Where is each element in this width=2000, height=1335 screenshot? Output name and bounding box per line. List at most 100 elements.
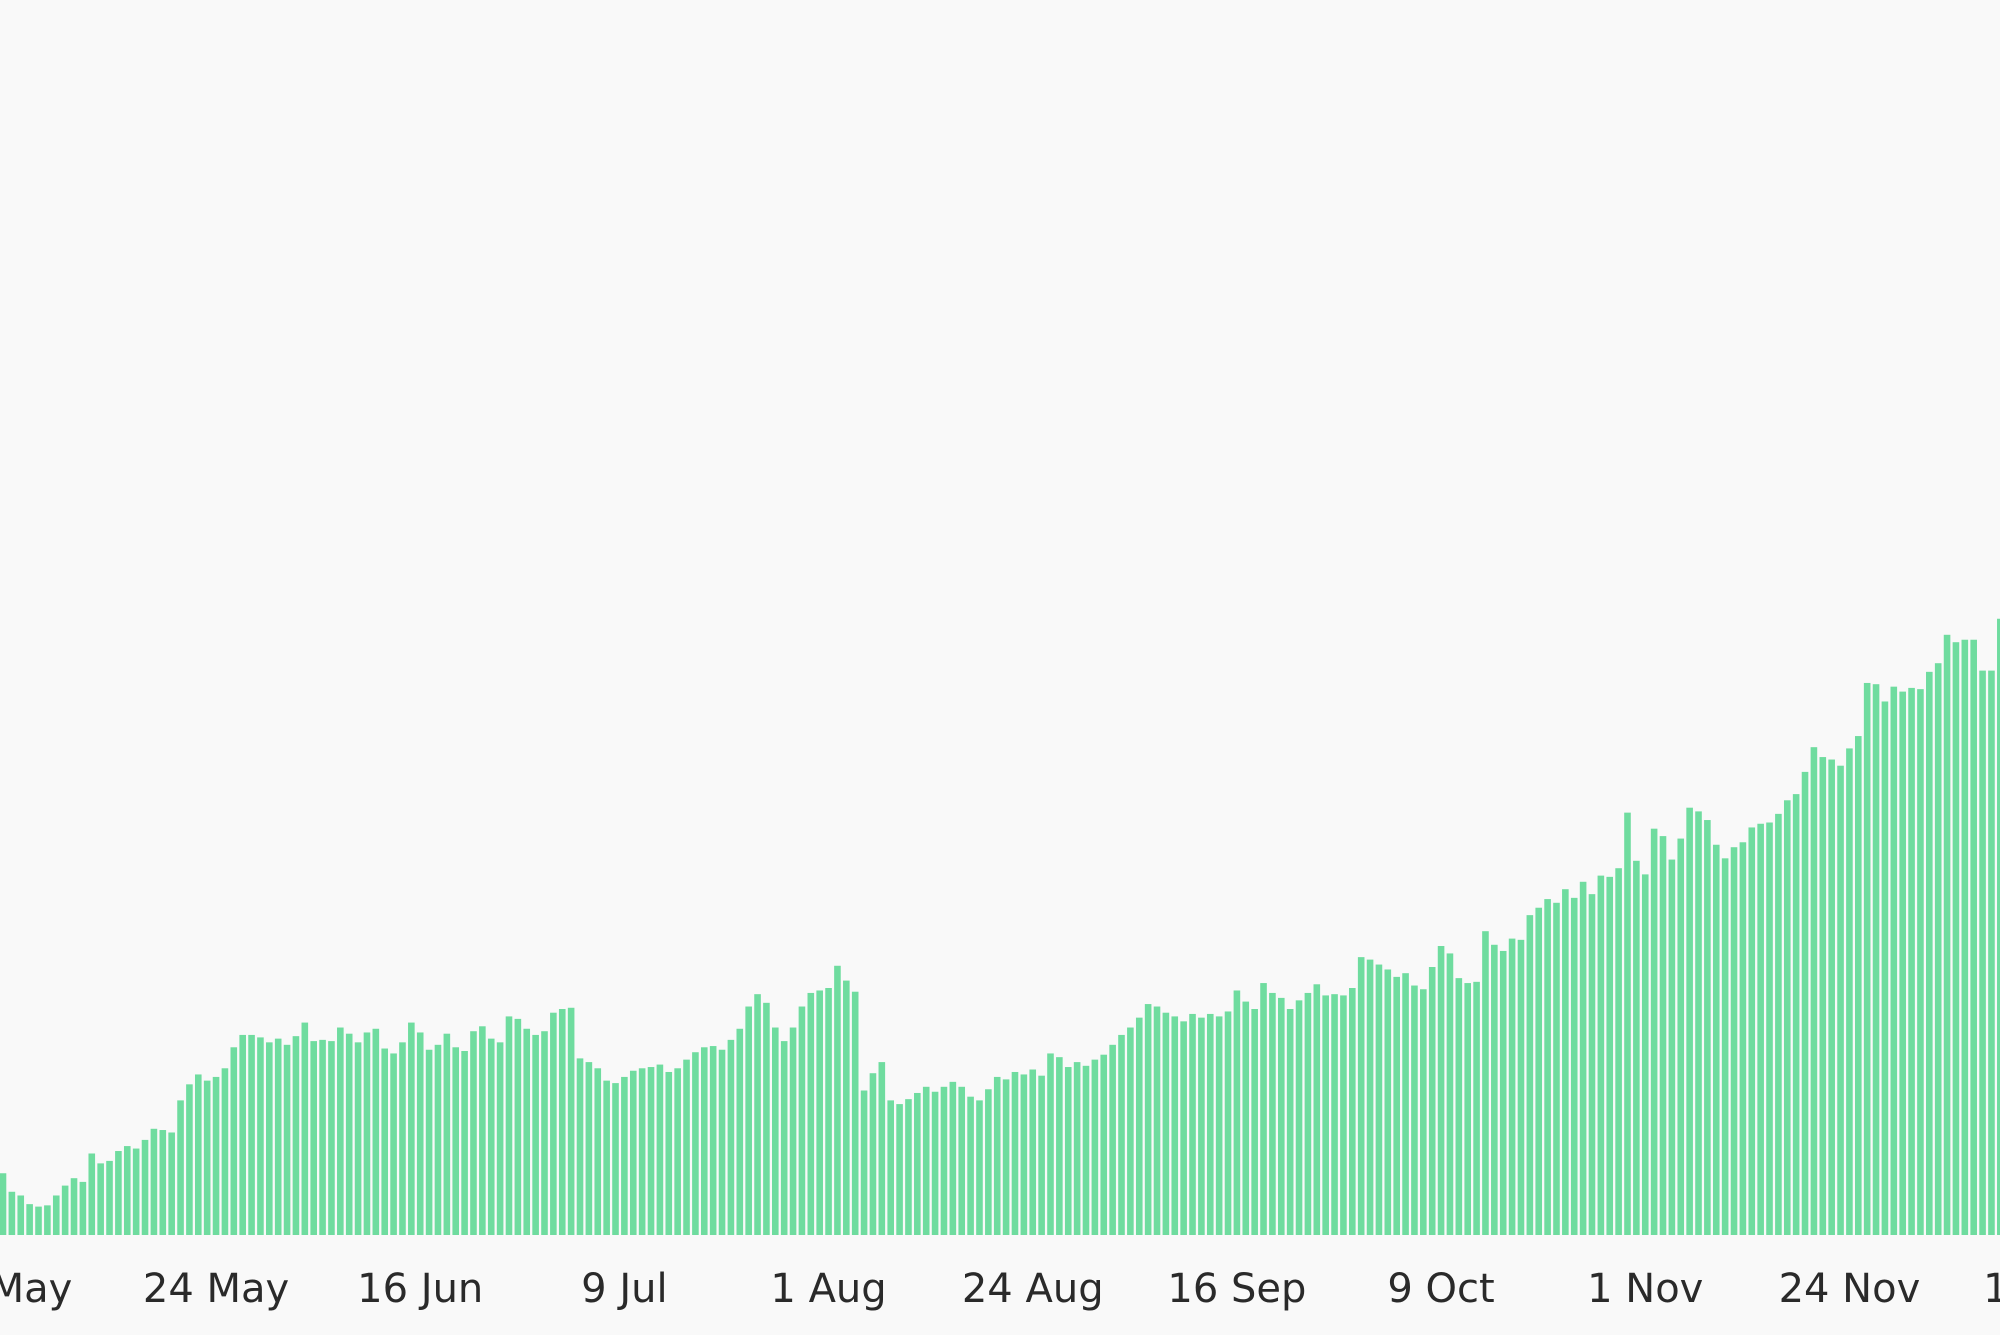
bar — [1233, 990, 1241, 1235]
bar — [763, 1002, 770, 1235]
bar — [1695, 811, 1702, 1235]
bar — [1748, 827, 1756, 1235]
bar — [736, 1028, 744, 1235]
bar — [310, 1041, 317, 1235]
bar — [700, 1047, 708, 1235]
bar — [567, 1007, 575, 1235]
bar — [683, 1059, 690, 1235]
x-axis-ticks: 1 May 24 May 16 Jun 9 Jul 1 Aug 24 Aug 16 Sep 9… — [0, 1266, 2000, 1312]
bar — [470, 1031, 477, 1235]
bar — [248, 1034, 255, 1235]
x-tick-label: 9 Jul — [581, 1266, 667, 1312]
x-tick-label: 17 Dec — [1983, 1266, 2000, 1312]
bar — [452, 1047, 460, 1235]
bar — [1704, 820, 1711, 1235]
bar — [851, 991, 859, 1235]
x-tick-label: 16 Sep — [1167, 1266, 1306, 1312]
bar — [896, 1104, 903, 1235]
bar — [1118, 1034, 1125, 1235]
bar — [123, 1146, 131, 1235]
bar — [958, 1086, 966, 1235]
bar — [1517, 939, 1525, 1235]
bar — [70, 1178, 78, 1235]
bar — [914, 1092, 921, 1235]
bar — [1562, 889, 1569, 1235]
bar — [26, 1204, 33, 1236]
bar — [1810, 747, 1818, 1235]
bar — [1446, 953, 1454, 1235]
bar — [1402, 973, 1409, 1235]
bar — [1650, 828, 1658, 1235]
bar — [1597, 875, 1605, 1235]
bar — [1224, 1011, 1232, 1235]
bar — [585, 1062, 593, 1235]
bar — [8, 1191, 16, 1236]
bar — [745, 1006, 752, 1235]
bar — [1020, 1074, 1028, 1235]
bar — [1863, 682, 1871, 1235]
bar — [1491, 944, 1498, 1235]
bar — [345, 1033, 353, 1235]
bar — [363, 1032, 371, 1235]
x-tick-label: 1 May — [0, 1266, 72, 1312]
bar — [1091, 1059, 1099, 1235]
bar — [1171, 1016, 1179, 1235]
bar — [194, 1074, 202, 1235]
bar — [1198, 1017, 1205, 1235]
bar — [399, 1042, 406, 1235]
bar — [1047, 1053, 1054, 1235]
bar — [1215, 1016, 1223, 1235]
bar — [1349, 988, 1356, 1235]
bar — [523, 1028, 531, 1235]
bar — [718, 1049, 726, 1235]
bar — [168, 1132, 175, 1235]
x-tick-label: 9 Oct — [1387, 1266, 1494, 1312]
bar — [789, 1027, 797, 1235]
bar — [212, 1076, 220, 1235]
bar — [319, 1039, 326, 1235]
bar — [88, 1153, 96, 1235]
bar — [1499, 950, 1507, 1235]
bar — [1375, 964, 1383, 1235]
bar — [931, 1091, 939, 1235]
x-tick-label: 24 Aug — [962, 1266, 1104, 1312]
bar — [532, 1034, 539, 1235]
bar — [1544, 899, 1551, 1235]
bar — [266, 1042, 273, 1235]
bar — [1056, 1057, 1063, 1235]
bar — [1411, 985, 1418, 1235]
bar — [0, 1173, 7, 1235]
bar — [1766, 822, 1773, 1235]
bar — [283, 1044, 291, 1235]
bar — [816, 990, 823, 1235]
bar — [754, 994, 761, 1235]
bar — [106, 1160, 113, 1235]
bar — [408, 1022, 415, 1235]
bar — [1482, 931, 1489, 1235]
bar — [230, 1047, 238, 1235]
bar — [514, 1018, 522, 1236]
bar — [860, 1090, 868, 1235]
bar — [807, 992, 815, 1235]
bar — [1837, 765, 1844, 1235]
bar — [772, 1027, 779, 1235]
bar — [1739, 842, 1747, 1235]
bar — [1464, 983, 1472, 1235]
bar — [337, 1027, 344, 1235]
bar — [1251, 1009, 1258, 1235]
bar — [1535, 907, 1543, 1235]
bar — [390, 1053, 397, 1235]
bar — [1952, 642, 1960, 1235]
bar — [1988, 670, 1995, 1235]
bar — [328, 1041, 335, 1235]
bar — [1473, 981, 1480, 1235]
bar — [1357, 957, 1365, 1236]
bar — [647, 1067, 655, 1235]
bar — [79, 1181, 87, 1235]
bars-group — [0, 618, 2000, 1236]
bar — [1144, 1004, 1152, 1235]
bar — [1064, 1067, 1072, 1235]
bar — [1659, 836, 1667, 1235]
bar — [1979, 670, 1986, 1235]
